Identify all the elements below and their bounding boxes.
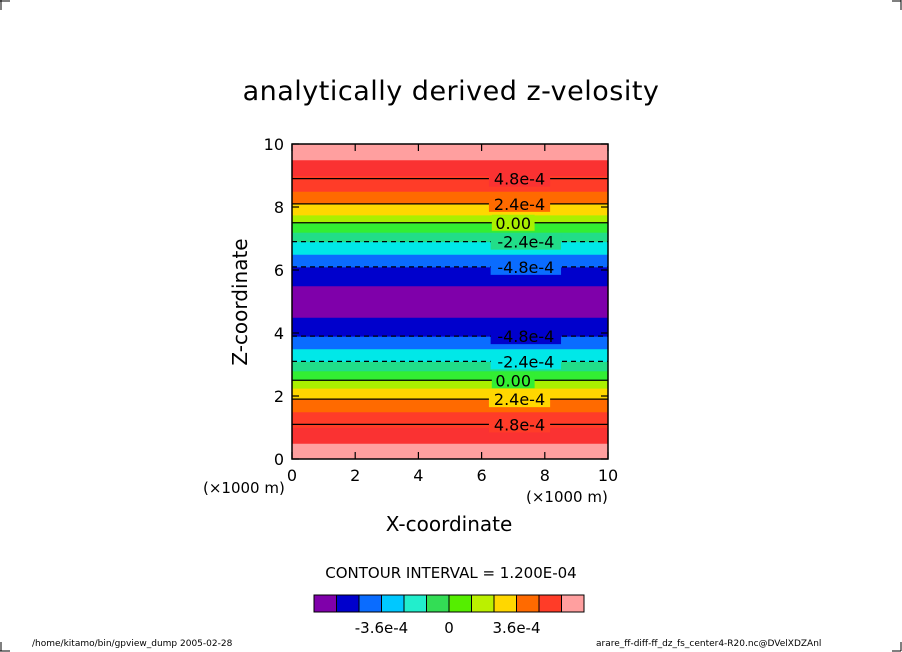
contour-label-bg (488, 416, 551, 433)
colorbar-cell (313, 594, 337, 613)
y-tick-label: 10 (264, 135, 284, 154)
colorbar-cell (426, 594, 450, 613)
contour-band (292, 399, 608, 413)
contour-interval-text: CONTOUR INTERVAL = 1.200E-04 (325, 564, 577, 582)
y-tick-label: 4 (274, 324, 284, 343)
contour-band (292, 443, 608, 460)
x-axis-label: X-coordinate (385, 512, 513, 536)
contour-label: 0.00 (495, 371, 531, 390)
x-tick-label: 8 (540, 466, 550, 485)
contour-band (292, 232, 608, 243)
contour-band (292, 411, 608, 428)
contour-band (292, 175, 608, 192)
colorbar-cell (493, 594, 517, 613)
colorbar-cell (358, 594, 382, 613)
colorbar-cell (336, 594, 360, 613)
contour-label-bg (490, 258, 562, 275)
x-axis-unit: (×1000 m) (526, 488, 608, 506)
y-tick-label: 6 (274, 261, 284, 280)
contour-labels: 4.8e-42.4e-40.00-2.4e-4-4.8e-4-4.8e-4-2.… (488, 170, 562, 434)
contour-label-bg (490, 328, 562, 345)
contour-label-bg (488, 195, 551, 212)
colorbar-cell (561, 594, 585, 613)
x-tick-label: 0 (287, 466, 297, 485)
contour-band (292, 222, 608, 233)
axis-ticks: 0 2 4 6 8 10 0 2 4 6 8 10 (264, 135, 619, 485)
contour-label: 4.8e-4 (494, 170, 545, 189)
colorbar-cell (471, 594, 495, 613)
y-tick-label: 8 (274, 198, 284, 217)
contour-band (292, 214, 608, 224)
contour-label-bg (490, 233, 562, 250)
contour-band (292, 361, 608, 372)
chart-title: analytically derived z-velosity (242, 76, 660, 107)
colorbar-cell (448, 594, 472, 613)
colorbar-tick-label: 0 (444, 619, 454, 637)
contour-label: 2.4e-4 (494, 390, 545, 409)
contour-band (292, 370, 608, 381)
contour-label: 4.8e-4 (494, 415, 545, 434)
contour-label: -4.8e-4 (497, 258, 554, 277)
y-tick-label: 0 (274, 450, 284, 469)
contour-label-bg (488, 391, 551, 408)
contour-label-bg (488, 170, 551, 187)
contour-band (292, 159, 608, 176)
crop-mark-bottom-right (892, 642, 902, 652)
contour-band (292, 203, 608, 216)
contour-label: -2.4e-4 (497, 352, 554, 371)
colorbar-cell (516, 594, 540, 613)
colorbar-cell (381, 594, 405, 613)
contour-label-bg (491, 214, 535, 231)
contour-band (292, 388, 608, 400)
y-tick-label: 2 (274, 387, 284, 406)
x-tick-label: 6 (477, 466, 487, 485)
colorbar: -3.6e-4 0 3.6e-4 (313, 594, 585, 637)
crop-mark-bottom-left (0, 642, 10, 652)
x-tick-label: 2 (350, 466, 360, 485)
plot-frame (291, 143, 609, 460)
footer-right-source: arare_ff-diff-ff_dz_fs_center4-R20.nc@DV… (596, 639, 822, 649)
contour-label: -4.8e-4 (497, 327, 554, 346)
y-axis-label: Z-coordinate (228, 238, 252, 366)
contour-band (292, 380, 608, 389)
y-axis-unit: (×1000 m) (203, 479, 285, 497)
contour-band (292, 144, 608, 161)
colorbar-tick-label: -3.6e-4 (355, 619, 408, 637)
contour-label-bg (491, 372, 535, 389)
colorbar-cell (403, 594, 427, 613)
contour-band (292, 191, 608, 205)
colorbar-cell (538, 594, 562, 613)
crop-mark-top-left (0, 0, 10, 10)
crop-mark-top-right (892, 0, 902, 10)
contour-label: -2.4e-4 (497, 233, 554, 252)
footer-left-path: /home/kitamo/bin/gpview_dump 2005-02-28 (32, 639, 233, 649)
contour-label: 2.4e-4 (494, 195, 545, 214)
colorbar-tick-label: 3.6e-4 (492, 619, 540, 637)
contour-bands (292, 144, 608, 460)
contour-label-bg (490, 353, 562, 370)
x-tick-label: 10 (598, 466, 618, 485)
contour-band (292, 427, 608, 444)
contour-band (292, 285, 608, 318)
contour-label: 0.00 (495, 214, 531, 233)
x-tick-label: 4 (413, 466, 423, 485)
